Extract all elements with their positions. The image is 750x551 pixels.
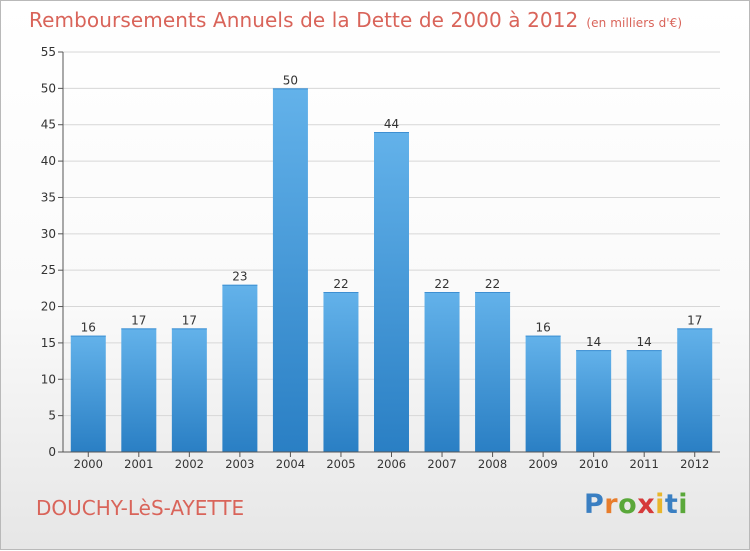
- chart-title: Remboursements Annuels de la Dette de 20…: [29, 8, 682, 32]
- y-tick-label: 5: [48, 409, 56, 423]
- x-tick-label: 2004: [276, 457, 305, 471]
- y-tick-label: 20: [41, 300, 56, 314]
- logo-letter: x: [637, 489, 656, 520]
- y-tick-label: 0: [48, 445, 56, 459]
- data-label: 22: [485, 277, 500, 291]
- bar-2005: [323, 292, 359, 452]
- bar-2006: [374, 132, 409, 452]
- y-tick-label: 50: [41, 81, 56, 95]
- bar-2002: [171, 328, 207, 452]
- data-label: 44: [384, 117, 399, 131]
- x-tick-label: 2002: [175, 457, 204, 471]
- logo-letter: r: [604, 489, 619, 520]
- location-name: DOUCHY-LèS-AYETTE: [36, 496, 245, 520]
- data-label: 16: [535, 321, 550, 335]
- y-tick-label: 10: [41, 372, 56, 386]
- x-tick-label: 2000: [74, 457, 103, 471]
- data-label: 17: [182, 313, 197, 327]
- chart-title-text: Remboursements Annuels de la Dette de 20…: [29, 8, 579, 32]
- x-tick-label: 2010: [579, 457, 608, 471]
- logo-letter: o: [618, 489, 638, 520]
- x-tick-label: 2009: [528, 457, 557, 471]
- y-tick-label: 15: [41, 336, 56, 350]
- x-tick-label: 2003: [225, 457, 254, 471]
- bar-2003: [222, 284, 258, 452]
- bars: [70, 88, 713, 452]
- chart-subtitle: (en milliers d'€): [586, 16, 683, 30]
- bar-2004: [272, 88, 308, 452]
- data-label: 23: [232, 270, 247, 284]
- bar-2012: [677, 328, 713, 452]
- data-label: 16: [81, 321, 96, 335]
- axes: 0 5 10 15 20 25 30 35 40 45 50 55 2000 2001 2002 2003 20…: [41, 45, 720, 471]
- logo-letter: t: [664, 489, 679, 520]
- data-label: 22: [434, 277, 449, 291]
- proxiti-logo[interactable]: Proxiti: [584, 489, 688, 520]
- x-tick-label: 2006: [377, 457, 406, 471]
- logo-letter: P: [584, 489, 605, 520]
- y-tick-label: 30: [41, 227, 56, 241]
- bar-2007: [424, 292, 460, 452]
- bar-2011: [626, 350, 662, 452]
- x-tick-label: 2005: [326, 457, 355, 471]
- bar-2000: [70, 335, 106, 452]
- bar-2008: [475, 292, 511, 452]
- data-label: 50: [283, 73, 298, 87]
- y-tick-label: 40: [41, 154, 56, 168]
- x-tick-label: 2008: [478, 457, 507, 471]
- data-label: 14: [586, 335, 601, 349]
- data-label: 14: [637, 335, 652, 349]
- x-tick-label: 2007: [427, 457, 456, 471]
- bar-2009: [525, 335, 561, 452]
- logo-letter: i: [655, 489, 665, 520]
- y-tick-label: 35: [41, 190, 56, 204]
- y-tick-label: 55: [41, 45, 56, 59]
- data-label: 17: [687, 313, 702, 327]
- x-tick-label: 2001: [124, 457, 153, 471]
- data-label: 17: [131, 313, 146, 327]
- y-tick-label: 25: [41, 263, 56, 277]
- bar-2010: [576, 350, 612, 452]
- x-tick-label: 2011: [630, 457, 659, 471]
- bar-2001: [121, 328, 157, 452]
- labels: 16 17 17 23 50 22 44 22 22 16 14 14 17: [81, 73, 703, 349]
- y-tick-label: 45: [41, 118, 56, 132]
- logo-letter: i: [678, 489, 689, 520]
- data-label: 22: [333, 277, 348, 291]
- x-tick-label: 2012: [680, 457, 709, 471]
